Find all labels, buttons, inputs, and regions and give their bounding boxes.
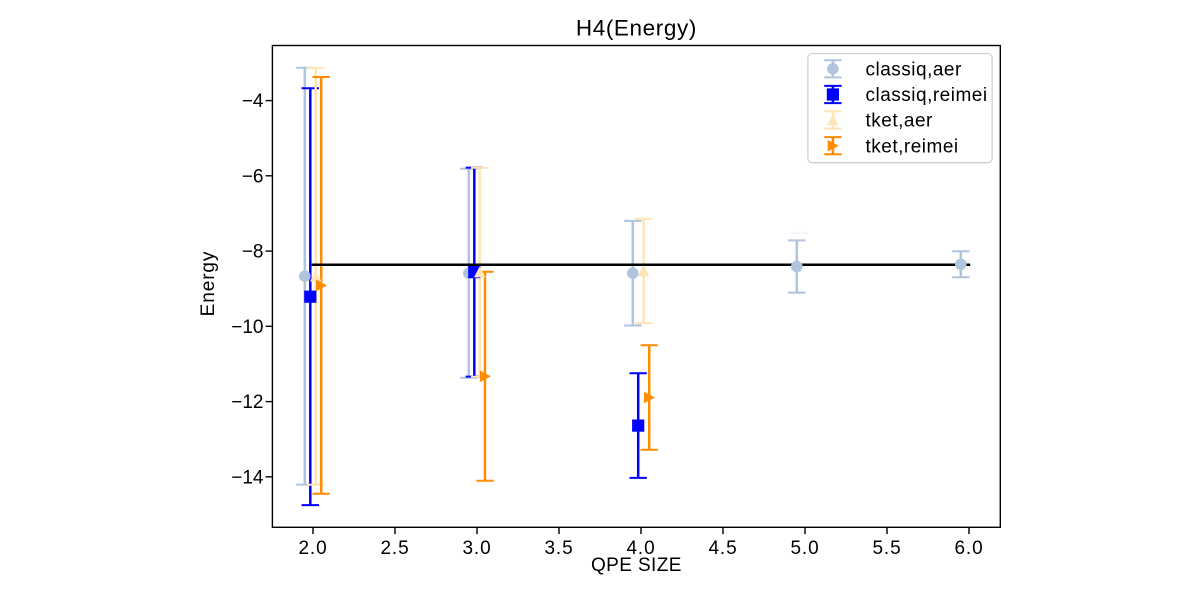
svg-text:Energy: Energy	[198, 251, 219, 317]
svg-text:−10: −10	[231, 317, 263, 338]
svg-text:classiq,aer: classiq,aer	[866, 59, 962, 80]
svg-text:5.0: 5.0	[790, 538, 819, 559]
svg-text:classiq,reimei: classiq,reimei	[866, 85, 988, 106]
svg-text:tket,aer: tket,aer	[866, 111, 934, 132]
svg-text:QPE SIZE: QPE SIZE	[591, 555, 682, 576]
svg-text:3.5: 3.5	[544, 538, 573, 559]
svg-text:2.5: 2.5	[380, 538, 409, 559]
svg-text:5.5: 5.5	[872, 538, 901, 559]
svg-text:−8: −8	[242, 242, 264, 263]
svg-text:2.0: 2.0	[298, 538, 327, 559]
svg-text:3.0: 3.0	[462, 538, 491, 559]
svg-text:−4: −4	[242, 91, 264, 112]
svg-text:H4(Energy): H4(Energy)	[576, 16, 697, 41]
svg-text:4.5: 4.5	[708, 538, 737, 559]
svg-text:−6: −6	[242, 166, 264, 187]
svg-text:6.0: 6.0	[954, 538, 983, 559]
svg-text:4.0: 4.0	[626, 538, 655, 559]
svg-text:−12: −12	[231, 392, 263, 413]
svg-text:−14: −14	[231, 467, 264, 488]
svg-text:tket,reimei: tket,reimei	[866, 136, 959, 157]
